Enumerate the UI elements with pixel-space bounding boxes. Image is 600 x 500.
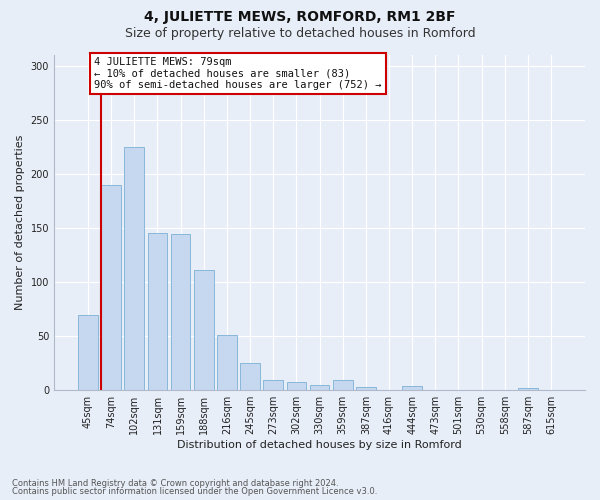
Bar bbox=[171, 234, 190, 390]
Text: 4 JULIETTE MEWS: 79sqm
← 10% of detached houses are smaller (83)
90% of semi-det: 4 JULIETTE MEWS: 79sqm ← 10% of detached… bbox=[94, 56, 382, 90]
Bar bbox=[124, 147, 144, 390]
Bar bbox=[402, 386, 422, 390]
Text: Contains public sector information licensed under the Open Government Licence v3: Contains public sector information licen… bbox=[12, 487, 377, 496]
Bar bbox=[217, 335, 237, 390]
Y-axis label: Number of detached properties: Number of detached properties bbox=[15, 135, 25, 310]
Bar bbox=[101, 185, 121, 390]
Bar bbox=[194, 270, 214, 390]
Bar bbox=[263, 380, 283, 390]
Bar bbox=[356, 387, 376, 390]
Bar bbox=[78, 314, 98, 390]
Bar bbox=[148, 234, 167, 390]
Bar bbox=[240, 363, 260, 390]
Bar bbox=[333, 380, 353, 390]
Text: Contains HM Land Registry data © Crown copyright and database right 2024.: Contains HM Land Registry data © Crown c… bbox=[12, 478, 338, 488]
X-axis label: Distribution of detached houses by size in Romford: Distribution of detached houses by size … bbox=[177, 440, 462, 450]
Text: Size of property relative to detached houses in Romford: Size of property relative to detached ho… bbox=[125, 28, 475, 40]
Bar bbox=[287, 382, 306, 390]
Bar bbox=[518, 388, 538, 390]
Text: 4, JULIETTE MEWS, ROMFORD, RM1 2BF: 4, JULIETTE MEWS, ROMFORD, RM1 2BF bbox=[144, 10, 456, 24]
Bar bbox=[310, 385, 329, 390]
